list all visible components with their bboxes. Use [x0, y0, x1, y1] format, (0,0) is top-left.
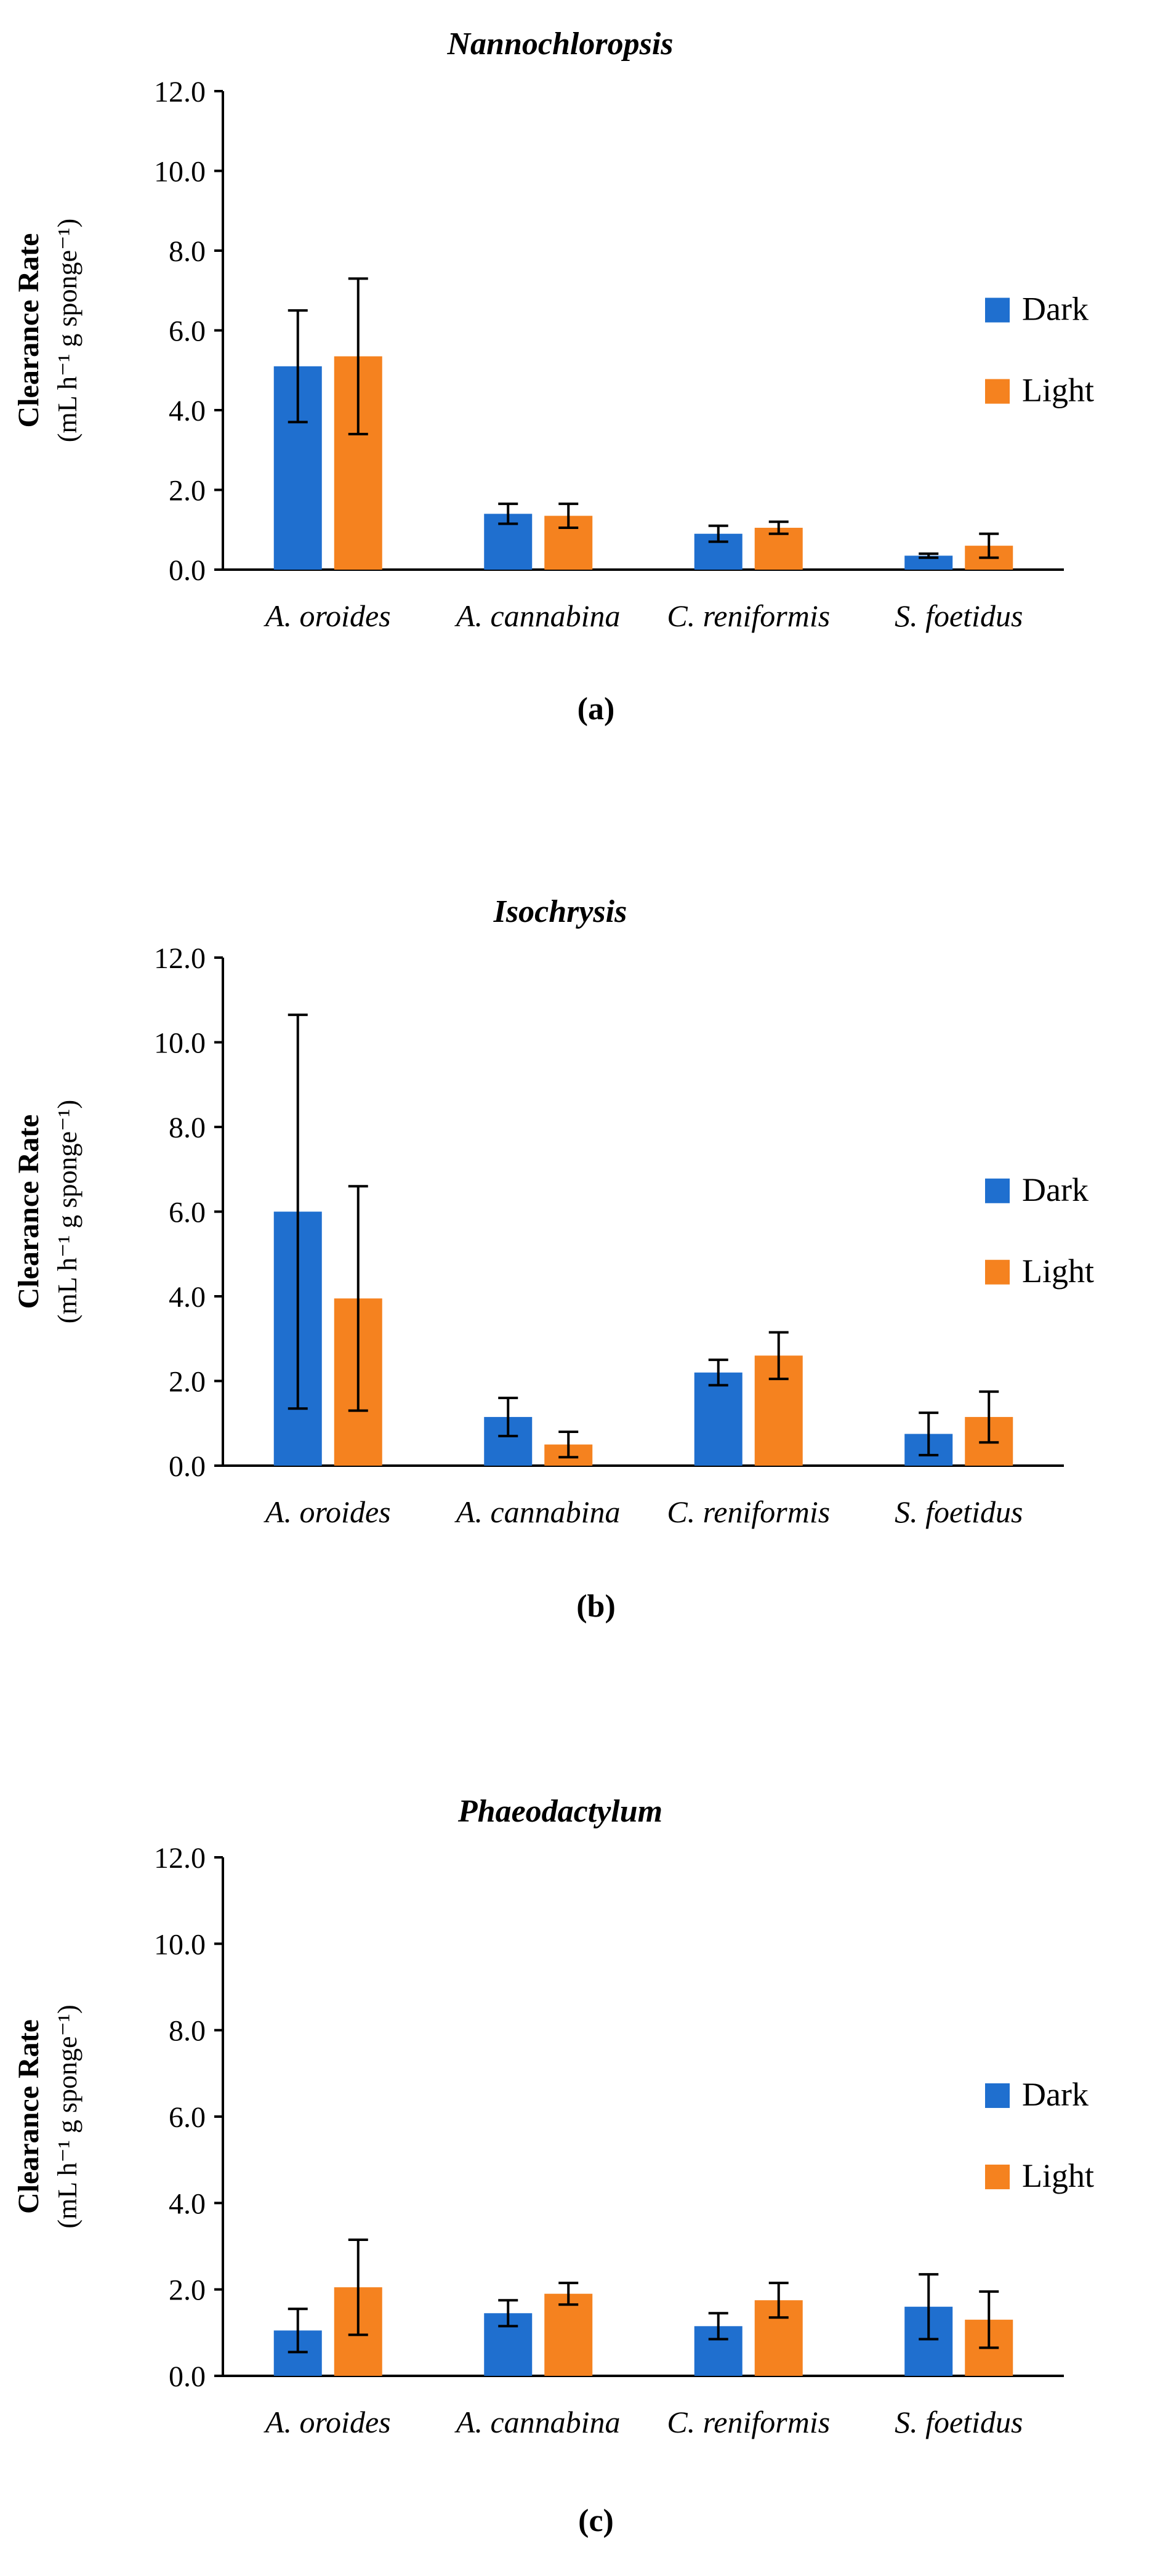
y-tick-label: 4.0 — [169, 2187, 206, 2220]
error-bar — [919, 2273, 939, 2341]
y-axis-unit-label: (mL h⁻¹ g sponge⁻¹) — [52, 1100, 82, 1323]
y-tick-label: 2.0 — [169, 475, 206, 507]
chart-panel-1: Nannochloropsis 0.0 2.0 4.0 6.0 8.0 10.0 12.0 Cl… — [12, 26, 1094, 727]
legend-item-light: Light — [985, 1253, 1094, 1290]
error-bar — [919, 552, 939, 559]
legend-label: Dark — [1022, 1171, 1089, 1208]
error-bar — [498, 2299, 518, 2328]
error-bar — [288, 2307, 308, 2354]
error-bar — [348, 277, 368, 435]
y-tick-label: 6.0 — [169, 1197, 206, 1229]
y-tick-label: 2.0 — [169, 1366, 206, 1399]
y-tick-label: 8.0 — [169, 1112, 206, 1144]
x-category-label: A. cannabina — [454, 2405, 621, 2439]
y-tick-label: 8.0 — [169, 2015, 206, 2048]
legend-swatch — [985, 2083, 1010, 2108]
error-bar — [708, 2312, 728, 2341]
error-bar — [708, 524, 728, 543]
x-category-label: A. oroides — [264, 1495, 391, 1529]
chart-title: Isochrysis — [493, 894, 627, 929]
y-tick-label: 10.0 — [154, 1027, 206, 1060]
y-axis-label: Clearance Rate — [12, 233, 45, 428]
legend-item-light: Light — [985, 2157, 1094, 2194]
y-tick-label: 10.0 — [154, 1928, 206, 1961]
chart-panel-2: Isochrysis 0.0 2.0 4.0 6.0 8.0 10.0 12.0 Clearan… — [12, 894, 1094, 1624]
error-bar — [979, 532, 999, 559]
chart-title: Phaeodactylum — [457, 1794, 662, 1829]
error-bar — [768, 2282, 789, 2319]
x-category-label: C. reniformis — [667, 2405, 830, 2439]
y-tick-label: 12.0 — [154, 942, 206, 975]
y-tick-label: 4.0 — [169, 395, 206, 427]
legend-swatch — [985, 297, 1010, 323]
y-tick-label: 12.0 — [154, 76, 206, 108]
error-bar — [498, 1397, 518, 1437]
error-bar — [558, 2282, 579, 2306]
y-tick-label: 12.0 — [154, 1842, 206, 1875]
legend-item-dark: Dark — [985, 291, 1089, 328]
error-bar — [288, 1013, 308, 1410]
legend-label: Light — [1022, 2157, 1094, 2194]
bar-light — [544, 2293, 593, 2376]
error-bar — [498, 503, 518, 525]
error-bar — [348, 2238, 368, 2336]
legend-item-dark: Dark — [985, 1171, 1089, 1208]
y-tick-label: 0.0 — [169, 1450, 206, 1483]
x-category-label: S. foetidus — [895, 599, 1023, 633]
bar-dark — [904, 555, 953, 570]
legend-swatch — [985, 1178, 1010, 1203]
bar-dark — [694, 1372, 742, 1466]
legend-swatch — [985, 2164, 1010, 2189]
x-category-label: S. foetidus — [895, 1495, 1023, 1529]
legend-label: Dark — [1022, 291, 1089, 328]
x-category-label: S. foetidus — [895, 2405, 1023, 2439]
panel-label: (b) — [576, 1589, 616, 1624]
y-tick-label: 10.0 — [154, 156, 206, 188]
panel-label: (a) — [578, 692, 615, 727]
legend-label: Dark — [1022, 2076, 1089, 2113]
error-bar — [768, 1331, 789, 1381]
chart-title: Nannochloropsis — [447, 26, 674, 62]
y-axis-label: Clearance Rate — [12, 2019, 45, 2214]
x-category-label: C. reniformis — [667, 599, 830, 633]
x-category-label: A. cannabina — [454, 599, 621, 633]
error-bar — [919, 1411, 939, 1456]
x-category-label: A. cannabina — [454, 1495, 621, 1529]
y-tick-label: 0.0 — [169, 554, 206, 587]
y-axis-unit-label: (mL h⁻¹ g sponge⁻¹) — [52, 219, 82, 442]
x-category-label: A. oroides — [264, 599, 391, 633]
legend-swatch — [985, 379, 1010, 404]
y-tick-label: 2.0 — [169, 2274, 206, 2307]
y-tick-label: 6.0 — [169, 315, 206, 348]
error-bar — [348, 1185, 368, 1412]
error-bar — [558, 503, 579, 530]
legend-label: Light — [1022, 372, 1094, 409]
y-axis-unit-label: (mL h⁻¹ g sponge⁻¹) — [52, 2005, 82, 2228]
x-category-label: A. oroides — [264, 2405, 391, 2439]
legend-item-light: Light — [985, 372, 1094, 409]
error-bar — [979, 2290, 999, 2349]
error-bar — [288, 309, 308, 424]
error-bar — [708, 1359, 728, 1387]
chart-panel-3: Phaeodactylum 0.0 2.0 4.0 6.0 8.0 10.0 12.0 Clea… — [12, 1794, 1094, 2538]
legend-swatch — [985, 1259, 1010, 1285]
y-tick-label: 8.0 — [169, 235, 206, 268]
x-category-label: C. reniformis — [667, 1495, 830, 1529]
panel-label: (c) — [578, 2503, 614, 2538]
y-tick-label: 6.0 — [169, 2101, 206, 2134]
error-bar — [558, 1431, 579, 1459]
legend-label: Light — [1022, 1253, 1094, 1290]
y-tick-label: 0.0 — [169, 2360, 206, 2393]
error-bar — [979, 1390, 999, 1444]
y-axis-label: Clearance Rate — [12, 1115, 45, 1309]
legend-item-dark: Dark — [985, 2076, 1089, 2113]
error-bar — [768, 520, 789, 535]
y-tick-label: 4.0 — [169, 1281, 206, 1314]
